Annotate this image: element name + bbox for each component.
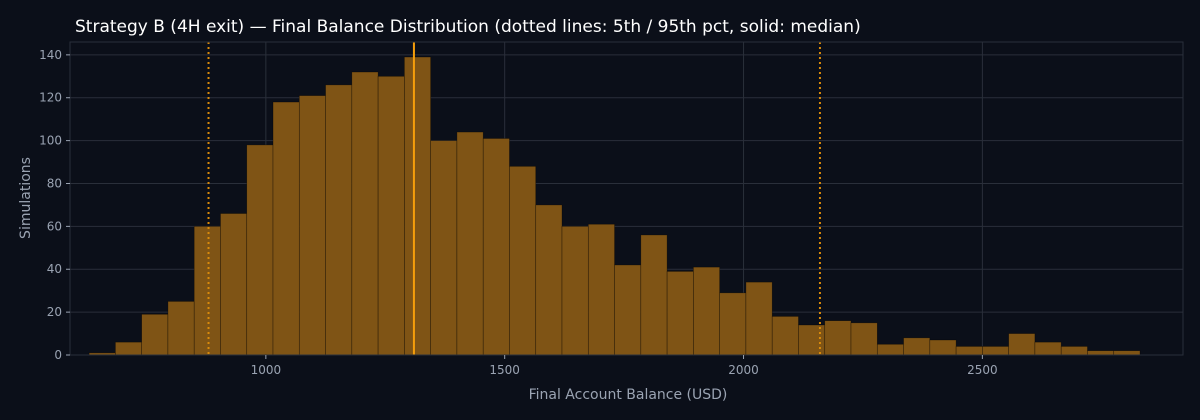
histogram-bar: [220, 213, 248, 356]
histogram-bar: [404, 56, 431, 356]
histogram-bar: [561, 226, 589, 356]
y-tick-label: 140: [39, 48, 62, 62]
reference-lines: [207, 42, 821, 355]
plot-frame: [69, 41, 1184, 356]
histogram-bar: [903, 337, 931, 356]
histogram-bar: [509, 166, 537, 356]
histogram-bar: [351, 71, 379, 356]
y-tick-label: 20: [47, 305, 62, 319]
histogram-bar: [876, 343, 904, 356]
histogram-bar: [167, 301, 195, 356]
histogram-bar: [929, 339, 957, 356]
histogram-bar: [614, 264, 642, 356]
histogram-bar: [771, 316, 799, 356]
histogram-bar: [982, 346, 1009, 356]
tick-labels: 0 20 40 60 80 100 120 140 1000 1500 2000 2500: [39, 48, 998, 377]
x-tick-label: 2000: [728, 363, 759, 377]
histogram-bar: [693, 266, 720, 356]
y-tick-label: 100: [39, 134, 62, 148]
histogram-bar: [640, 234, 668, 356]
histogram-bar: [141, 313, 169, 356]
histogram-bar: [193, 226, 221, 356]
histogram-bar: [377, 76, 405, 356]
x-axis-label: Final Account Balance (USD): [529, 387, 728, 403]
y-tick-label: 60: [47, 219, 62, 233]
histogram-bar: [430, 140, 458, 356]
histogram-bar: [456, 131, 484, 356]
histogram-bar: [666, 271, 694, 356]
histogram-bar: [798, 324, 826, 356]
histogram-bar: [482, 138, 510, 356]
y-tick-label: 40: [47, 262, 62, 276]
histogram-bar: [719, 292, 747, 356]
y-tick-label: 80: [47, 176, 62, 190]
histogram-bar: [1034, 341, 1062, 356]
histogram-bar: [1087, 350, 1115, 356]
chart-title: Strategy B (4H exit) — Final Balance Dis…: [75, 17, 861, 37]
x-tick-label: 1500: [489, 363, 520, 377]
histogram-bar: [955, 346, 983, 356]
histogram-bar: [587, 223, 615, 356]
histogram-bar: [246, 144, 274, 356]
bars-layer: [88, 56, 1141, 356]
histogram-bar: [745, 281, 773, 356]
histogram-bar: [535, 204, 563, 356]
histogram-bar: [1113, 350, 1141, 356]
y-tick-label: 120: [39, 91, 62, 105]
histogram-bar: [1008, 333, 1036, 356]
histogram-bar: [325, 84, 353, 356]
histogram-bar: [298, 95, 326, 356]
y-tick-label: 0: [54, 348, 62, 362]
x-tick-label: 2500: [967, 363, 998, 377]
axes-layer: [66, 41, 1184, 359]
histogram-bar: [850, 322, 878, 356]
y-axis-label: Simulations: [18, 157, 34, 239]
histogram-bar: [272, 101, 300, 356]
x-tick-label: 1000: [251, 363, 282, 377]
histogram-bar: [1060, 346, 1088, 356]
histogram-bar: [115, 341, 142, 356]
histogram-bar: [824, 320, 852, 356]
